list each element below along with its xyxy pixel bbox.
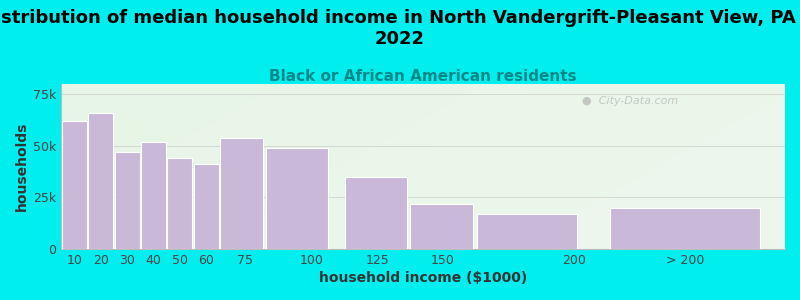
- Bar: [220, 138, 263, 249]
- Bar: [266, 148, 328, 249]
- Bar: [88, 113, 114, 249]
- Bar: [62, 121, 87, 249]
- Y-axis label: households: households: [15, 122, 29, 211]
- Bar: [141, 142, 166, 249]
- X-axis label: household income ($1000): household income ($1000): [319, 271, 527, 285]
- Bar: [410, 204, 473, 249]
- Text: ●  City-Data.com: ● City-Data.com: [582, 95, 678, 106]
- Bar: [345, 177, 407, 249]
- Bar: [610, 208, 760, 249]
- Text: Distribution of median household income in North Vandergrift-Pleasant View, PA i: Distribution of median household income …: [0, 9, 800, 48]
- Bar: [114, 152, 139, 249]
- Bar: [167, 158, 192, 249]
- Bar: [477, 214, 577, 249]
- Bar: [194, 164, 218, 249]
- Title: Black or African American residents: Black or African American residents: [270, 69, 577, 84]
